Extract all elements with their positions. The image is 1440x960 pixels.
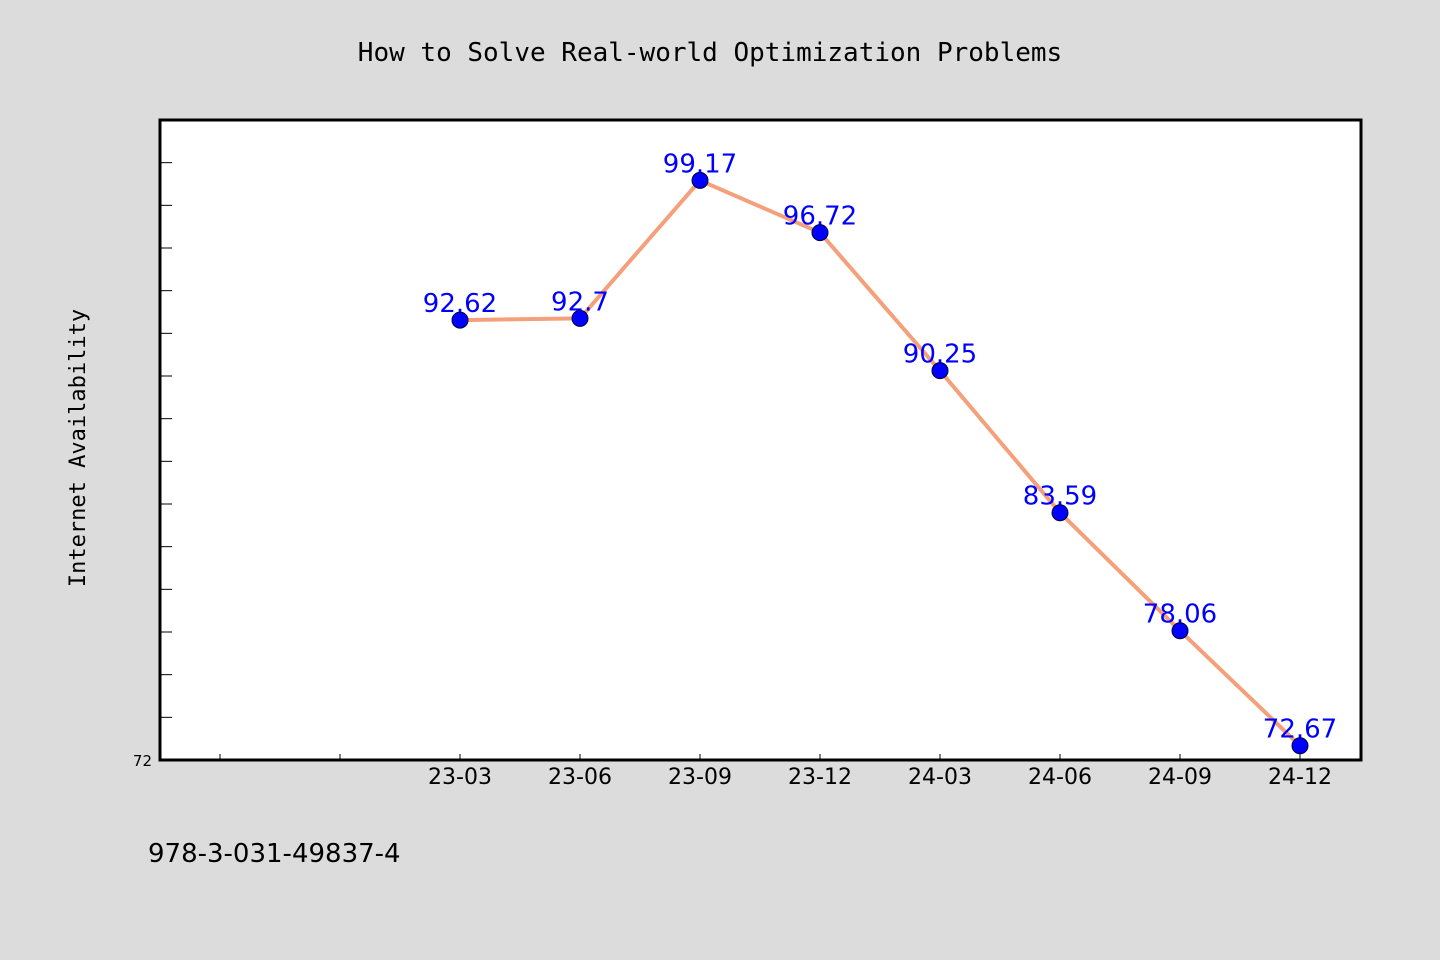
data-point (811, 224, 829, 242)
x-tick-label: 23-12 (788, 765, 852, 790)
x-tick-label: 23-09 (668, 765, 732, 790)
data-point (1051, 504, 1069, 522)
footer-isbn: 978-3-031-49837-4 (148, 839, 401, 869)
data-point (931, 362, 949, 380)
x-tick-label: 23-06 (548, 765, 612, 790)
data-point (571, 309, 589, 327)
x-tick-label: 24-03 (908, 765, 972, 790)
y-axis-label: Internet Availability (66, 309, 91, 587)
y-axis-ticks (160, 162, 172, 761)
data-label: 99.17 (663, 149, 737, 179)
chart-title: How to Solve Real-world Optimization Pro… (358, 38, 1062, 68)
data-label: 90.25 (903, 340, 977, 370)
x-axis-ticks (219, 754, 1301, 760)
x-tick-label: 23-03 (428, 765, 492, 790)
data-label: 72.67 (1263, 715, 1337, 745)
x-tick-label: 24-09 (1148, 765, 1212, 790)
data-point (1291, 737, 1309, 755)
data-label: 92.7 (551, 287, 609, 317)
data-point (451, 311, 469, 329)
x-tick-label: 24-06 (1028, 765, 1092, 790)
series-line (459, 178, 1302, 748)
x-tick-label: 24-12 (1268, 765, 1332, 790)
marker-group (451, 171, 1309, 755)
data-label: 83.59 (1023, 482, 1097, 512)
data-point (691, 171, 709, 189)
data-label: 92.62 (423, 289, 497, 319)
data-label: 78.06 (1143, 600, 1217, 630)
series-line-group (459, 178, 1302, 748)
plot-area (158, 118, 1363, 762)
x-axis-tick-labels: 23-03 23-06 23-09 23-12 24-03 24-06 24-09 24-12 (428, 765, 1332, 790)
data-label-group: 92.62 92.7 99.17 96.72 90.25 83.59 78.06 72.67 (423, 149, 1337, 744)
data-label: 96.72 (783, 202, 857, 232)
data-point (1171, 622, 1189, 640)
y-tick-label: 72 (133, 752, 152, 770)
